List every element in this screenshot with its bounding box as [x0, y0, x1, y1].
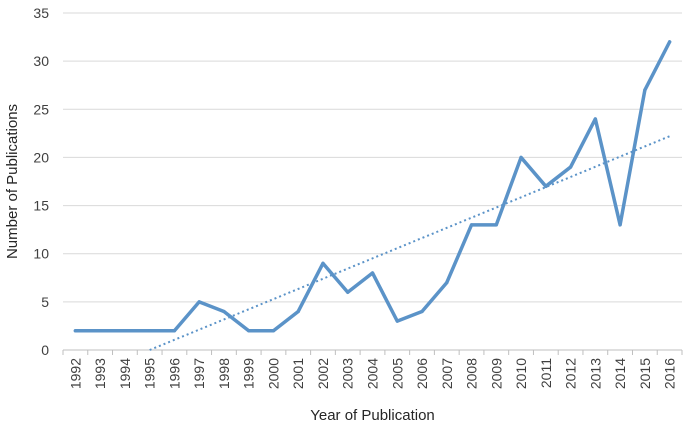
data-point — [148, 329, 152, 333]
series-line — [73, 40, 672, 333]
series-group — [73, 40, 672, 333]
x-tick-label: 2006 — [414, 358, 430, 389]
x-tick-label: 1993 — [92, 358, 108, 389]
data-point — [494, 223, 498, 227]
data-point — [197, 300, 201, 304]
data-point — [73, 329, 77, 333]
y-tick-label: 30 — [33, 53, 49, 69]
x-tick-label: 2011 — [538, 358, 554, 388]
x-tick-label: 1996 — [166, 358, 182, 389]
y-axis-title: Number of Publications — [4, 104, 21, 259]
data-point — [519, 155, 523, 160]
data-point — [123, 329, 127, 333]
y-tick-label: 10 — [33, 246, 49, 262]
x-tick-label: 1999 — [241, 358, 257, 389]
data-point — [469, 223, 474, 227]
y-tick-label: 35 — [33, 5, 49, 21]
data-point — [568, 165, 573, 169]
data-point — [420, 309, 424, 314]
x-tick-label: 2015 — [637, 358, 653, 389]
x-tick-label: 1995 — [142, 358, 158, 389]
x-tick-label: 2009 — [488, 358, 504, 389]
data-point — [346, 290, 350, 294]
y-axis-ticks: 0 5 10 15 20 25 30 35 — [33, 5, 49, 358]
x-tick-label: 2002 — [315, 358, 331, 389]
x-tick-label: 1992 — [67, 358, 83, 389]
y-tick-label: 15 — [33, 198, 49, 214]
data-point — [668, 40, 672, 44]
x-axis-ticks: 1992 1993 1994 1995 1996 1997 1998 1999 2000 2001… — [62, 350, 683, 389]
data-point — [172, 329, 177, 333]
data-point — [544, 184, 548, 188]
x-tick-label: 2007 — [439, 358, 455, 389]
x-tick-label: 2013 — [587, 358, 603, 389]
x-tick-label: 2003 — [340, 358, 356, 389]
y-tick-label: 25 — [33, 101, 49, 117]
data-point — [395, 319, 399, 323]
data-point — [296, 309, 300, 314]
x-tick-label: 2005 — [389, 358, 405, 389]
data-point — [247, 329, 251, 333]
data-point — [445, 281, 449, 285]
data-point — [98, 329, 102, 333]
y-tick-label: 0 — [41, 342, 49, 358]
x-tick-label: 1998 — [216, 358, 232, 389]
data-point — [370, 271, 375, 275]
x-tick-label: 1994 — [117, 358, 133, 389]
y-tick-label: 20 — [33, 149, 49, 165]
x-tick-label: 2000 — [265, 358, 281, 389]
gridlines — [63, 12, 682, 303]
x-tick-label: 2016 — [662, 358, 678, 389]
data-point — [643, 88, 647, 92]
x-tick-label: 2008 — [464, 358, 480, 389]
x-tick-label: 1997 — [191, 358, 207, 389]
x-tick-label: 2001 — [290, 358, 306, 389]
data-point — [593, 117, 597, 121]
x-tick-label: 2004 — [365, 358, 381, 389]
x-tick-label: 2010 — [513, 358, 529, 389]
trendline-line — [149, 135, 671, 351]
y-tick-label: 5 — [41, 294, 49, 310]
data-point — [222, 309, 226, 314]
x-tick-label: 2012 — [563, 358, 579, 389]
data-point — [618, 223, 622, 227]
data-point — [271, 329, 276, 333]
data-point — [321, 261, 325, 265]
x-tick-label: 2014 — [612, 358, 628, 389]
trendline — [149, 135, 671, 351]
x-axis-title: Year of Publication — [310, 407, 435, 424]
